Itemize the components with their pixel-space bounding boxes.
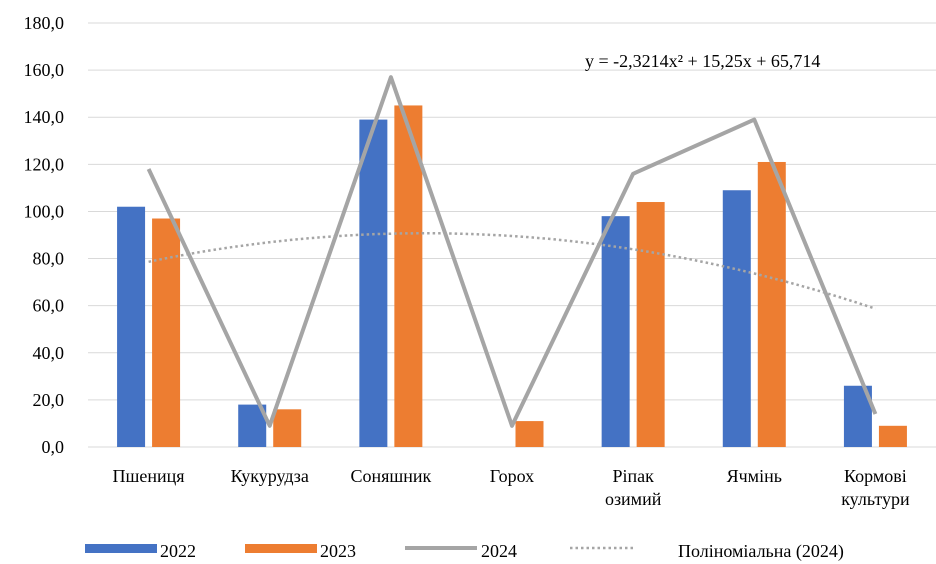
x-category-label: Кормові — [844, 466, 907, 486]
bar-2022 — [722, 190, 751, 447]
legend-label-2023: 2023 — [320, 541, 356, 561]
y-tick-label: 20,0 — [33, 390, 65, 410]
legend-label-trendline: Поліноміальна (2024) — [678, 541, 844, 562]
bars — [117, 105, 907, 448]
y-tick-label: 120,0 — [24, 154, 65, 174]
x-category-label: озимий — [605, 489, 662, 509]
bar-2022 — [117, 206, 146, 447]
x-category-label: Ячмінь — [727, 466, 782, 486]
legend-swatch-2022 — [85, 544, 157, 553]
x-axis-categories: Пшениця Кукурудза Соняшник Горох Ріпак озимий… — [113, 466, 910, 509]
gridlines — [88, 22, 936, 448]
x-category-label: Ріпак — [612, 466, 654, 486]
trendline — [148, 231, 876, 310]
bar-2023 — [394, 105, 423, 447]
y-tick-label: 100,0 — [24, 201, 65, 221]
line-series-2024 — [146, 75, 878, 428]
y-tick-label: 0,0 — [42, 437, 65, 457]
y-tick-label: 180,0 — [24, 13, 65, 33]
bar-2023 — [878, 425, 907, 447]
bar-2022 — [359, 119, 388, 448]
x-category-label: Горох — [490, 466, 534, 486]
bar-2023 — [636, 202, 665, 447]
bar-2022 — [601, 216, 630, 447]
line-series — [146, 75, 878, 428]
trendline-equation: y = -2,3214x² + 15,25x + 65,714 — [585, 51, 820, 71]
y-tick-label: 80,0 — [33, 249, 65, 269]
y-tick-label: 140,0 — [24, 107, 65, 127]
bar-2023 — [152, 218, 181, 447]
bar-2023 — [757, 161, 786, 447]
bar-2023 — [273, 409, 302, 447]
legend-label-2022: 2022 — [160, 541, 196, 561]
y-tick-label: 40,0 — [33, 343, 65, 363]
legend-swatch-2023 — [245, 544, 317, 553]
y-tick-label: 160,0 — [24, 60, 65, 80]
bar-2023 — [515, 421, 544, 447]
y-tick-label: 60,0 — [33, 296, 65, 316]
x-category-label: Пшениця — [113, 466, 185, 486]
trendline-curve — [148, 231, 876, 310]
legend-label-2024: 2024 — [481, 541, 517, 561]
x-category-label: культури — [841, 489, 910, 509]
y-axis-ticks: 0,0 20,0 40,0 60,0 80,0 100,0 120,0 140,0 160,0 1… — [24, 13, 65, 457]
x-category-label: Кукурудза — [231, 466, 309, 486]
legend: 2022 2023 2024 Поліноміальна (2024) — [85, 541, 844, 562]
x-category-label: Соняшник — [350, 466, 431, 486]
